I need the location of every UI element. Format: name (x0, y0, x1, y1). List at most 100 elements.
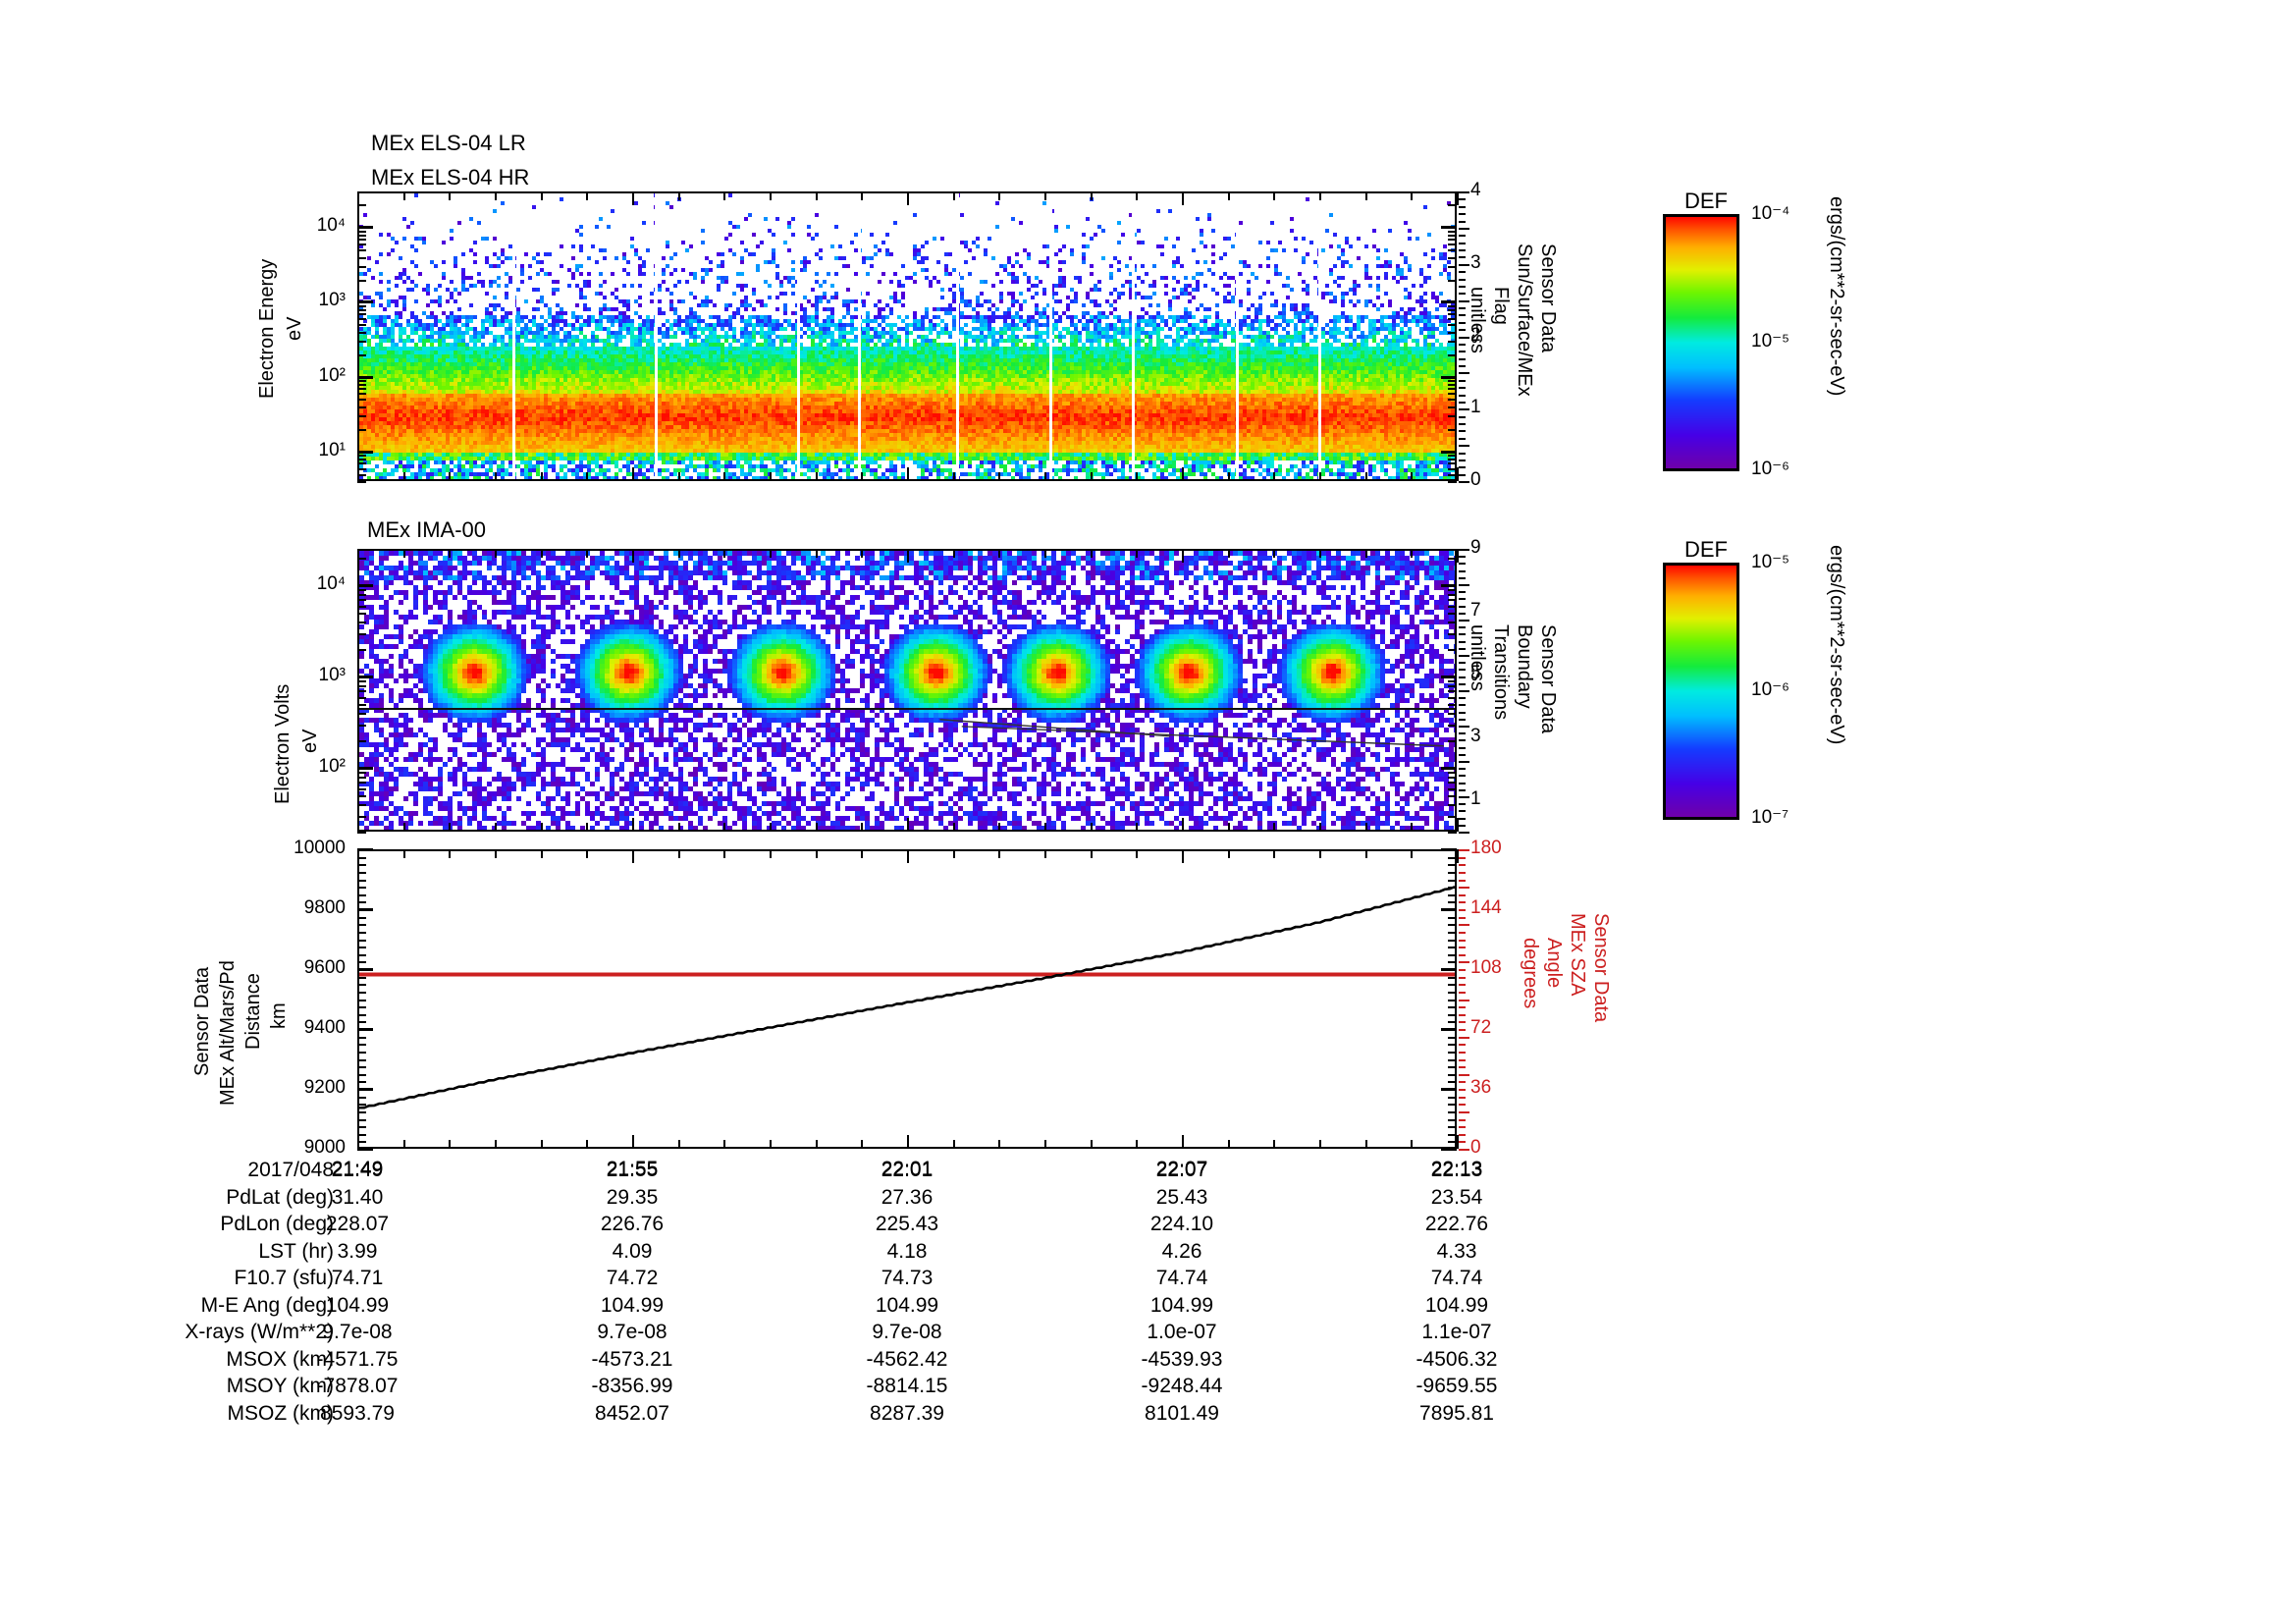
y-tick-minor (1448, 856, 1457, 859)
y-tick-minor (357, 455, 366, 458)
y-tick-right-ruler (1459, 916, 1466, 919)
y-tick-minor (357, 467, 366, 470)
x-tick-p1 (1090, 472, 1093, 481)
x-tick-p2 (861, 549, 864, 558)
x-tick-label-1: 21:55 (606, 1158, 659, 1180)
y-tick-right-ruler (1459, 1081, 1466, 1084)
panel-1-title-hr: MEx ELS-04 HR (371, 165, 530, 189)
y-tick-label-right-p3-5: 0 (1470, 1137, 1481, 1158)
panel-3-y-axis-label-3: Distance (242, 973, 264, 1050)
y-tick-minor (357, 428, 366, 431)
colorbar-1[interactable] (1663, 214, 1739, 471)
y-tick-right-ruler (1459, 372, 1469, 375)
colorbar-1-top-label: 10⁻⁴ (1751, 203, 1790, 224)
y-tick-label-right-p3-1: 144 (1470, 897, 1502, 918)
y-tick-minor (357, 947, 366, 949)
x-tick-p2 (1044, 549, 1046, 558)
panel-2-plot-area[interactable] (357, 549, 1457, 832)
y-tick-right-ruler (1459, 947, 1466, 949)
y-tick-minor (1448, 1089, 1457, 1091)
x-tick-p2 (1364, 549, 1367, 558)
x-tick-p1 (540, 191, 543, 200)
y-tick-minor (357, 849, 366, 851)
y-tick-minor (357, 473, 366, 476)
y-tick-minor (1448, 767, 1457, 770)
table-cell: 8101.49 (1145, 1401, 1219, 1425)
x-tick-p1 (1364, 472, 1367, 481)
y-tick-minor (357, 1066, 366, 1069)
y-tick-minor (357, 1149, 366, 1151)
y-tick-minor (357, 230, 366, 233)
y-tick-right-ruler (1459, 726, 1469, 728)
x-tick-p2 (632, 818, 634, 832)
y-tick-minor (1448, 622, 1457, 623)
y-tick-minor (1448, 558, 1457, 560)
panel-3-y-axis-units: km (268, 1002, 290, 1030)
y-tick-minor (357, 804, 366, 806)
table-cell: -4571.75 (316, 1347, 399, 1371)
y-tick-right-ruler (1459, 1058, 1466, 1061)
table-cell: 104.99 (875, 1293, 939, 1317)
y-tick-right-ruler (1459, 1029, 1466, 1031)
x-tick-p1 (495, 191, 497, 200)
x-tick-p1 (723, 191, 726, 200)
y-tick-right-ruler (1459, 556, 1466, 559)
y-tick-right-ruler (1459, 817, 1466, 820)
table-row-label: LST (hr) (258, 1239, 334, 1263)
y-tick-minor (357, 1073, 366, 1076)
colorbar-2-mid-label: 10⁻⁶ (1751, 679, 1789, 700)
y-tick-minor (1448, 481, 1457, 483)
panel-1-plot-area[interactable] (357, 191, 1457, 481)
table-row-label: MSOX (km) (226, 1347, 334, 1371)
x-tick-p1 (770, 472, 772, 481)
y-tick-minor (357, 924, 366, 927)
table-cell: 74.71 (331, 1267, 384, 1289)
y-tick-minor (357, 399, 366, 402)
y-tick-right-ruler (1459, 437, 1466, 440)
y-tick-label-p3-1: 9800 (303, 897, 346, 918)
table-cell: 1.0e-07 (1147, 1321, 1217, 1343)
y-tick-minor (1448, 953, 1457, 956)
x-tick-p2 (1090, 549, 1093, 558)
table-cell: 228.07 (325, 1213, 390, 1235)
y-tick-minor (357, 787, 366, 790)
panel-3-plot-area[interactable] (357, 849, 1457, 1149)
y-tick-minor (1448, 1006, 1457, 1009)
y-tick-minor (1448, 605, 1457, 608)
y-tick-minor (357, 901, 366, 904)
y-tick-minor (357, 1081, 366, 1084)
y-tick-right-ruler (1459, 1089, 1466, 1091)
table-cell: 8452.07 (595, 1401, 669, 1425)
y-tick-right-ruler (1459, 1110, 1469, 1113)
colorbar-2[interactable] (1663, 563, 1739, 820)
colorbar-1-mid-label: 10⁻⁵ (1751, 331, 1790, 352)
x-tick-p1 (632, 191, 634, 205)
x-tick-p2 (952, 823, 955, 832)
y-tick-minor (1448, 1081, 1457, 1084)
x-tick-p1 (1227, 191, 1230, 200)
y-tick-label-right-p3-2: 108 (1470, 957, 1502, 978)
x-tick-p1 (815, 472, 818, 481)
x-tick-p1 (952, 472, 955, 481)
y-tick-minor (1448, 594, 1457, 597)
x-tick-p1 (1457, 467, 1459, 481)
table-cell: 9.7e-08 (597, 1321, 667, 1343)
y-tick-minor (1448, 467, 1457, 470)
panel-2-right-axis-label: Sensor Data (1537, 624, 1559, 734)
panel-2-right-axis-label-2: Boundary (1514, 624, 1535, 709)
y-tick-minor (357, 1044, 366, 1047)
y-tick-minor (1448, 632, 1457, 635)
y-tick-right-ruler (1459, 1051, 1466, 1054)
y-tick-right-ruler (1459, 357, 1466, 360)
x-tick-p3 (495, 849, 497, 858)
y-tick-minor (1448, 713, 1457, 715)
y-tick-minor (357, 1126, 366, 1129)
y-tick-right-ruler (1459, 626, 1466, 629)
y-tick-minor (357, 313, 366, 316)
y-tick-minor (357, 724, 366, 727)
y-tick-minor (1448, 984, 1457, 987)
y-tick-minor (357, 632, 366, 635)
y-tick-right-ruler (1459, 832, 1469, 834)
y-tick-minor (1448, 399, 1457, 402)
y-tick-minor (1448, 690, 1457, 693)
